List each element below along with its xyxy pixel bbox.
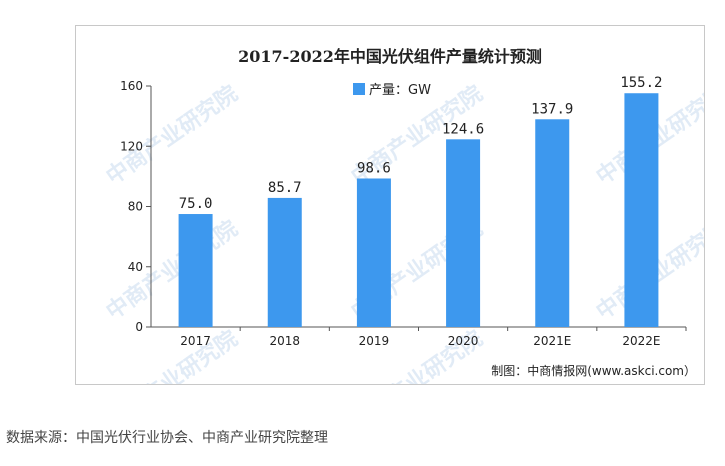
bar-2020 <box>446 139 481 327</box>
bar-2018 <box>267 197 302 327</box>
y-tick-label: 0 <box>135 320 143 334</box>
x-tick-label: 2020 <box>448 334 479 348</box>
watermark-text: 中商产业研究院 <box>101 215 242 325</box>
watermark-text: 中商产业研究院 <box>101 80 242 190</box>
plot-area: 0 40 80 120 160 75.0 2017 85.7 2018 98.6 2019 124.6… <box>120 75 687 348</box>
source-note: 数据来源：中国光伏行业协会、中商产业研究院整理 <box>6 430 328 446</box>
legend-swatch <box>353 83 365 95</box>
y-tick-label: 80 <box>128 200 143 214</box>
data-label-2020: 124.6 <box>442 121 484 137</box>
x-tick-label: 2017 <box>180 334 211 348</box>
bar-2022E <box>624 93 659 327</box>
y-tick-label: 120 <box>120 139 143 153</box>
data-label-2022E: 155.2 <box>620 75 662 91</box>
chart-credit: 制图：中商情报网(www.askci.com） <box>491 363 696 378</box>
x-tick-label: 2019 <box>359 334 390 348</box>
x-tick-label: 2022E <box>622 334 660 348</box>
legend: 产量：GW <box>353 83 431 98</box>
y-tick-label: 160 <box>120 79 143 93</box>
data-label-2019: 98.6 <box>357 160 391 176</box>
data-label-2018: 85.7 <box>268 180 302 196</box>
chart-title: 2017-2022年中国光伏组件产量统计预测 <box>238 47 542 66</box>
data-label-2017: 75.0 <box>179 196 213 212</box>
watermark-text: 中商产业研究院 <box>101 325 242 384</box>
legend-label: 产量：GW <box>369 83 431 98</box>
x-tick-label: 2018 <box>269 334 300 348</box>
bar-2017 <box>178 214 213 327</box>
chart-frame: 中商产业研究院 中商产业研究院 中商产业研究院 中商产业研究院 中商产业研究院 中商产业研… <box>75 25 705 385</box>
y-tick-label: 40 <box>128 260 143 274</box>
bar-2021E <box>535 119 570 328</box>
bar-2019 <box>356 178 391 327</box>
x-tick-label: 2021E <box>533 334 571 348</box>
data-label-2021E: 137.9 <box>531 101 573 117</box>
